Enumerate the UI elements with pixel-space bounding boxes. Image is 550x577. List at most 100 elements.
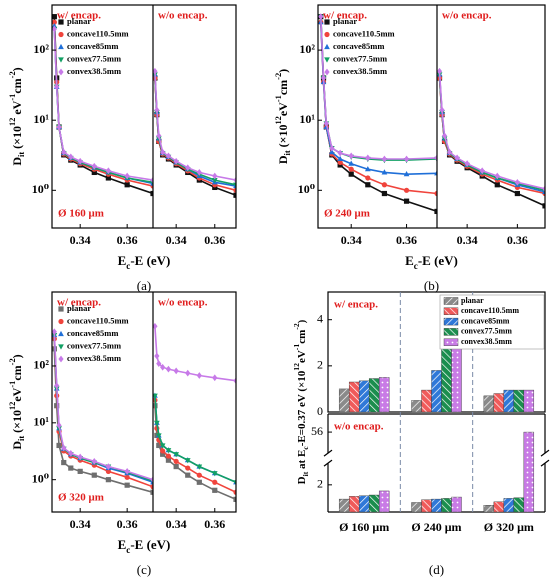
y-tick-label: 10⁰: [32, 182, 49, 196]
marker: [233, 496, 236, 502]
y-axis-label-part: eV: [296, 350, 308, 363]
marker: [160, 363, 166, 371]
marker: [153, 322, 158, 330]
legend-swatch: [443, 328, 459, 336]
series-line: [53, 331, 153, 481]
x-tick-label: 0.36: [507, 233, 528, 247]
marker: [124, 482, 130, 488]
series-line: [438, 74, 545, 192]
marker: [185, 472, 191, 478]
marker: [68, 465, 74, 471]
legend-label: concave110.5mm: [461, 306, 519, 315]
x-axis-label-part: E: [405, 253, 414, 268]
marker: [150, 484, 153, 490]
y-axis-label-part: it: [17, 436, 26, 441]
legend-label: planar: [333, 16, 357, 26]
marker: [196, 464, 203, 470]
x-tick-label: 0.34: [70, 233, 91, 247]
plot-frame: [51, 291, 237, 513]
subplot: [153, 67, 236, 198]
y-axis-label-part: ): [276, 69, 290, 73]
y-axis-label-part: -1: [8, 381, 17, 388]
legend-label: convex77.5mm: [67, 340, 121, 350]
marker: [233, 377, 236, 385]
x-tick-label: 0.36: [204, 233, 225, 247]
subplot: [153, 322, 236, 502]
marker: [150, 176, 153, 184]
legend-marker: [58, 330, 64, 337]
marker: [233, 176, 236, 184]
y-tick-label: 10¹: [33, 415, 49, 429]
marker: [68, 153, 74, 161]
marker: [91, 162, 97, 170]
marker: [348, 171, 354, 177]
bar: [441, 348, 452, 413]
marker: [403, 187, 410, 193]
marker: [494, 182, 500, 188]
marker: [105, 167, 111, 175]
legend-label: convex77.5mm: [461, 327, 512, 336]
x-tick-label: 0.36: [117, 233, 138, 247]
bar: [451, 346, 462, 413]
y-axis-label-part: -2: [8, 358, 17, 365]
legend-label: concave85mm: [67, 41, 118, 51]
marker: [165, 453, 172, 459]
y-axis-label-part: -2: [274, 73, 283, 80]
y-axis-label-part: D: [10, 157, 24, 166]
series-line: [438, 71, 545, 190]
legend-marker: [58, 68, 64, 76]
marker: [211, 177, 218, 184]
marker: [479, 167, 485, 175]
legend-label: convex38.5mm: [67, 66, 121, 76]
panel-label: (a): [137, 278, 151, 293]
legend-label: concave85mm: [67, 328, 118, 338]
marker: [154, 106, 160, 114]
legend-marker: [58, 355, 64, 363]
marker: [446, 148, 453, 156]
y-tick-label: 10¹: [33, 112, 49, 126]
marker: [381, 182, 388, 188]
bar: [348, 381, 360, 413]
bar: [348, 496, 360, 513]
y-axis-label-part: c: [301, 446, 310, 450]
y-tick-label: 10²: [299, 42, 315, 56]
marker: [124, 172, 130, 180]
subplot: [52, 14, 153, 197]
y-axis-label-part: ): [10, 67, 24, 71]
y-axis-label: Dit (×1012 eV-1cm-2): [8, 67, 26, 165]
y-tick-label: 2: [317, 358, 323, 372]
annotation: Ø 240 μm: [324, 208, 370, 220]
marker: [233, 187, 236, 193]
legend-label: concave85mm: [333, 41, 384, 51]
marker: [52, 25, 57, 33]
marker: [154, 352, 160, 360]
marker: [212, 479, 218, 485]
axis-break: [540, 449, 550, 457]
y-axis-label-part: (×10: [10, 126, 24, 152]
series-line: [53, 28, 153, 181]
marker: [211, 471, 218, 477]
y-tick-label: 10⁰: [298, 182, 315, 196]
y-axis-label-part: D: [276, 155, 290, 164]
y-axis-label-part: ): [10, 354, 24, 358]
bar: [378, 377, 390, 413]
marker: [165, 152, 172, 160]
marker: [150, 479, 153, 485]
legend-marker: [58, 31, 64, 38]
legend-marker: [324, 31, 330, 38]
bar: [493, 393, 505, 413]
legend-marker: [324, 57, 330, 63]
panel-label: (c): [137, 562, 151, 577]
y-axis-label-part: -2: [292, 323, 301, 330]
x-axis-label-part: E: [118, 537, 127, 552]
legend-label: planar: [67, 303, 91, 313]
marker: [54, 382, 60, 390]
x-axis-label-part: E: [118, 253, 127, 268]
bar: [441, 498, 452, 513]
legend-swatch: [443, 338, 459, 346]
series-line: [154, 395, 236, 484]
y-axis-label-part: -E=0.37 eV (×10: [296, 370, 308, 446]
y-axis-label-part: ): [296, 319, 308, 323]
x-tick-label: 0.36: [117, 517, 138, 531]
y-axis-label: Dit (×1012eV-1cm-2): [274, 69, 292, 164]
